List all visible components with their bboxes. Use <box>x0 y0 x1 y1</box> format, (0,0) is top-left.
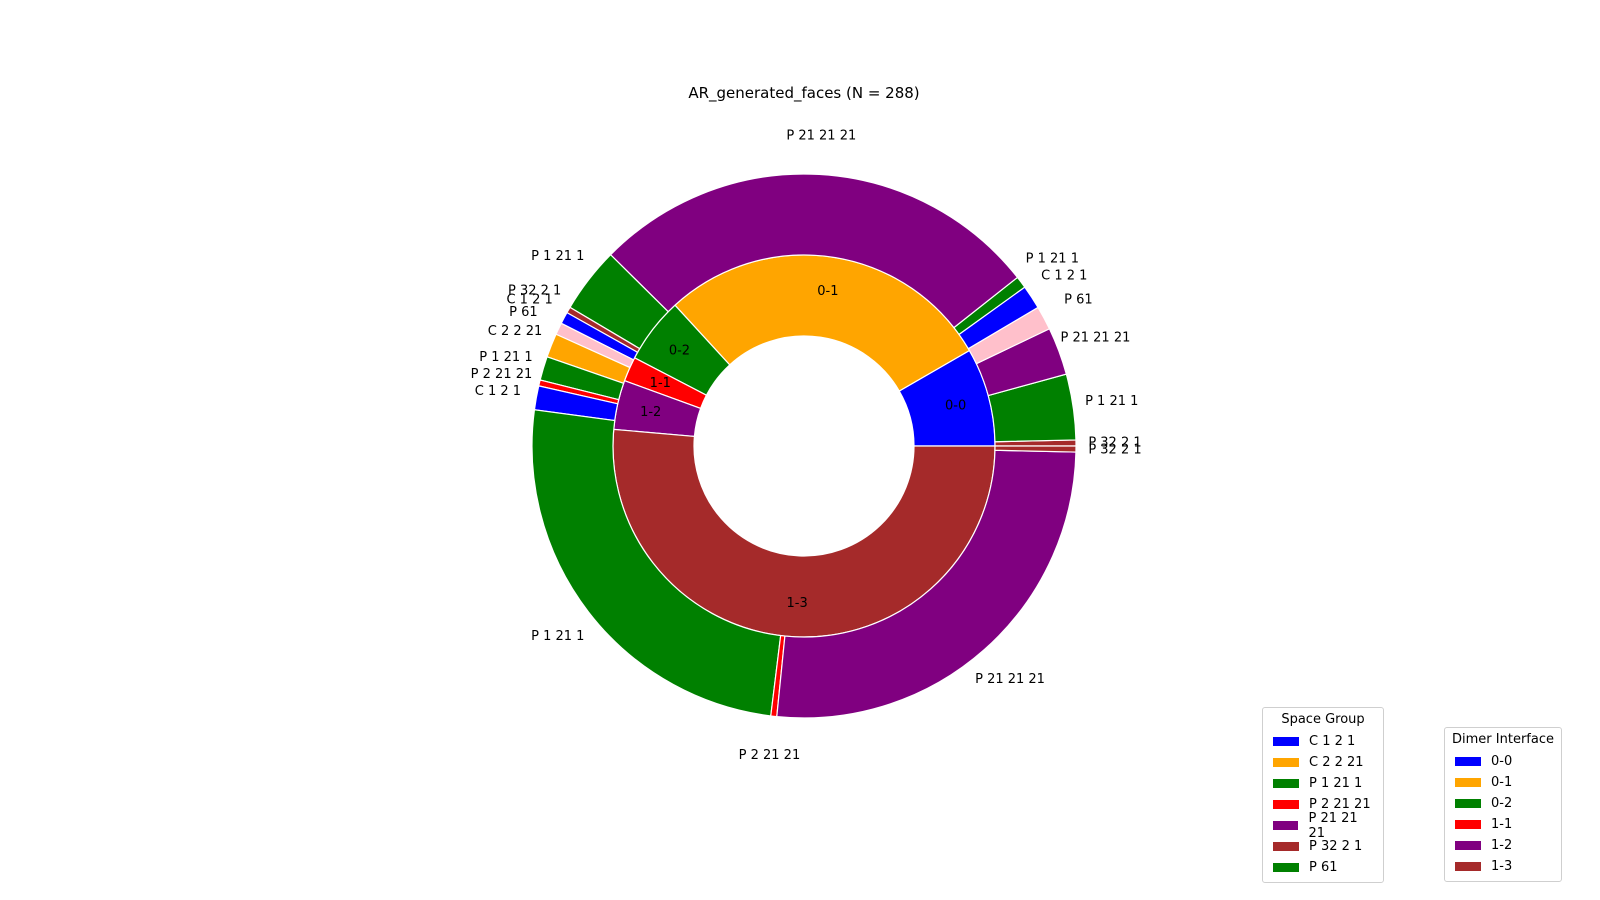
legend-dimer-interface: Dimer Interface 0-0 0-1 0-2 1-1 1-2 1-3 <box>1444 727 1562 882</box>
outer-ring-slice <box>531 409 782 717</box>
legend-swatch <box>1273 863 1299 872</box>
outer-ring-slice <box>609 173 1019 329</box>
inner-ring-slice-label: 0-0 <box>945 398 966 413</box>
legend-entry: 1-2 <box>1451 835 1555 856</box>
legend-entry-label: C 1 2 1 <box>1309 734 1356 749</box>
legend-entry-label: 1-3 <box>1491 859 1513 874</box>
outer-ring-slice-label: P 61 <box>1064 293 1093 308</box>
legend-entry: P 61 <box>1269 857 1377 878</box>
legend-entry-label: 0-1 <box>1491 775 1513 790</box>
inner-ring-slice-label: 0-1 <box>817 284 838 299</box>
legend-entry: P 2 21 21 <box>1269 794 1377 815</box>
outer-ring-slice <box>994 445 1077 453</box>
legend-entry-label: 0-2 <box>1491 796 1513 811</box>
legend-entries: C 1 2 1 C 2 2 21 P 1 21 1 P 2 21 21 P 21 21 … <box>1269 731 1377 878</box>
outer-ring-slice-label: P 1 21 1 <box>1085 394 1138 409</box>
legend-entry-label: 1-1 <box>1491 817 1513 832</box>
legend-entry: 0-0 <box>1451 751 1555 772</box>
legend-swatch <box>1455 820 1481 829</box>
inner-ring-slice-label: 1-2 <box>640 405 661 420</box>
legend-swatch <box>1273 842 1299 851</box>
outer-ring-slice-label: P 32 2 1 <box>508 284 561 299</box>
legend-entry: P 1 21 1 <box>1269 773 1377 794</box>
legend-swatch <box>1273 779 1299 788</box>
legend-swatch <box>1273 737 1299 746</box>
legend-entry: C 2 2 21 <box>1269 752 1377 773</box>
outer-ring-slice-label: P 32 2 1 <box>1088 442 1141 457</box>
legend-entry: 0-1 <box>1451 772 1555 793</box>
legend-entry: C 1 2 1 <box>1269 731 1377 752</box>
legend-swatch <box>1455 841 1481 850</box>
legend-entry-label: P 2 21 21 <box>1309 797 1371 812</box>
legend-entry-label: P 1 21 1 <box>1309 776 1363 791</box>
inner-ring-slice-label: 1-3 <box>787 596 808 611</box>
outer-ring-slice-label: C 1 2 1 <box>475 384 521 399</box>
legend-entry-label: 1-2 <box>1491 838 1513 853</box>
outer-ring-slice-label: C 1 2 1 <box>506 293 552 308</box>
legend-entry-label: 0-0 <box>1491 754 1513 769</box>
outer-ring-slice-label: P 2 21 21 <box>739 748 801 763</box>
legend-swatch <box>1273 758 1299 767</box>
legend-entry-label: P 21 21 21 <box>1308 810 1358 841</box>
outer-ring-slice-label: P 21 21 21 <box>1061 330 1131 345</box>
legend-entry-label: C 2 2 21 <box>1309 755 1364 770</box>
legend-space-group: Space Group C 1 2 1 C 2 2 21 P 1 21 1 P 2 2… <box>1262 707 1384 883</box>
legend-entry: 1-1 <box>1451 814 1555 835</box>
legend-entry: 0-2 <box>1451 793 1555 814</box>
legend-entry-label: P 32 2 1 <box>1309 839 1363 854</box>
legend-title: Dimer Interface <box>1452 732 1554 747</box>
outer-ring-slice-label: P 21 21 21 <box>975 672 1045 687</box>
outer-ring-slice-label: C 2 2 21 <box>488 324 543 339</box>
outer-ring-slice-label: P 2 21 21 <box>471 367 533 382</box>
legend-swatch <box>1455 799 1481 808</box>
inner-ring-slice-label: 1-1 <box>650 376 671 391</box>
outer-ring-slice-label: P 1 21 1 <box>479 350 532 365</box>
outer-ring-slice-label: P 61 <box>509 305 538 320</box>
legend-entry: 1-3 <box>1451 856 1555 877</box>
legend-swatch <box>1273 800 1299 809</box>
inner-ring <box>612 254 996 638</box>
legend-swatch <box>1455 757 1481 766</box>
outer-ring <box>531 173 1077 719</box>
chart-title: AR_generated_faces (N = 288) <box>688 84 919 103</box>
outer-ring-slice <box>776 449 1077 719</box>
outer-ring-slice-label: C 1 2 1 <box>1041 269 1087 284</box>
outer-ring-slice-label: P 1 21 1 <box>531 249 584 264</box>
legend-swatch <box>1455 778 1481 787</box>
legend-swatch <box>1273 821 1299 830</box>
outer-ring-labels: P 32 2 1P 1 21 1P 21 21 21P 61C 1 2 1P 1… <box>471 128 1142 763</box>
outer-ring-slice-label: P 32 2 1 <box>1088 436 1141 451</box>
outer-ring-slice-label: P 1 21 1 <box>531 629 584 644</box>
legend-title: Space Group <box>1281 712 1365 727</box>
outer-ring-slice-label: P 1 21 1 <box>1026 252 1079 267</box>
legend-entry: P 21 21 21 <box>1269 811 1377 841</box>
legend-swatch <box>1455 862 1481 871</box>
legend-entry-label: P 61 <box>1309 860 1338 875</box>
inner-ring-slice-label: 0-2 <box>669 343 690 358</box>
legend-entries: 0-0 0-1 0-2 1-1 1-2 1-3 <box>1451 751 1555 877</box>
inner-ring-labels: 0-0 0-1 0-2 1-1 1-2 1-3 <box>640 284 966 611</box>
legend-entry: P 32 2 1 <box>1269 836 1377 857</box>
outer-ring-slice-label: P 21 21 21 <box>786 128 856 143</box>
